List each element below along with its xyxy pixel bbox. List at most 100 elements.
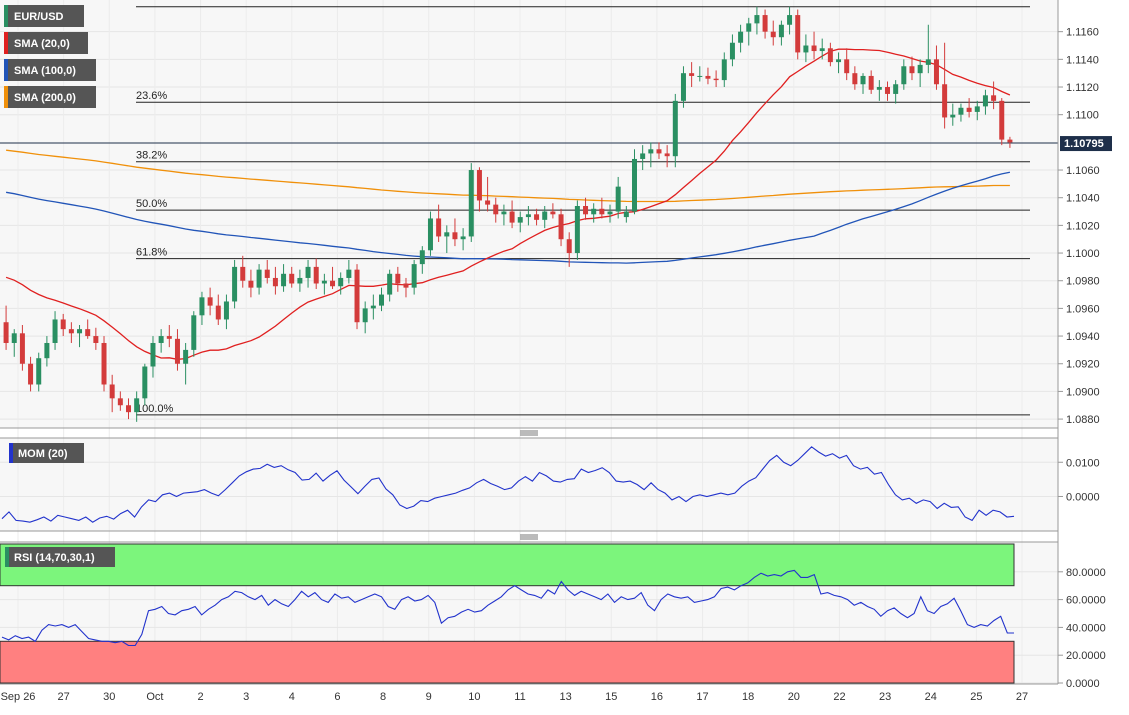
candle-body [591, 208, 597, 215]
candle-body [876, 87, 882, 90]
x-tick-label: 11 [514, 691, 525, 703]
legend-symbol[interactable]: EUR/USD [4, 5, 84, 27]
candle-body [174, 338, 180, 364]
mom-panel-bg [0, 438, 1058, 531]
mom-tick-label: 0.0000 [1066, 491, 1100, 503]
candle-body [338, 277, 344, 287]
candle-body [207, 297, 213, 306]
candle-body [640, 153, 646, 159]
x-tick-label: 20 [788, 691, 800, 703]
candle-body [485, 200, 491, 205]
price-tick-label: 1.0920 [1066, 359, 1100, 371]
x-tick-label: 23 [879, 691, 891, 703]
candle-body [354, 269, 360, 323]
candle-body [868, 75, 874, 90]
candle-body [289, 273, 295, 284]
candle-body [452, 232, 458, 240]
candle-body [256, 269, 262, 288]
candle-body [36, 358, 42, 385]
rsi-indicator [0, 543, 1015, 684]
candle-body [534, 214, 540, 220]
candle-body [85, 329, 91, 337]
candle-body [362, 308, 368, 323]
price-tick-label: 1.1000 [1066, 248, 1100, 260]
candle-body [982, 95, 988, 107]
x-tick-label: 6 [334, 691, 340, 703]
x-tick-label: 17 [696, 691, 708, 703]
candle-body [787, 15, 793, 25]
candle-body [199, 297, 205, 316]
legend-sma-20[interactable]: SMA (20,0) [4, 32, 88, 54]
candles [3, 6, 1013, 422]
candle-body [183, 349, 189, 364]
candle-body [215, 305, 221, 320]
price-tick-label: 1.1160 [1066, 27, 1099, 39]
x-tick-label: 18 [742, 691, 754, 703]
mom-tick-label: 0.0100 [1066, 457, 1100, 469]
candle-body [738, 31, 744, 43]
x-tick-label: 2 [197, 691, 203, 703]
candle-body [746, 23, 752, 32]
axes: 1.1160 1.1140 1.1120 1.1100 1.1060 1.1040 1.10… [1, 27, 1106, 703]
candle-body [509, 211, 515, 223]
candle-body [901, 66, 907, 85]
x-tick-label: 24 [925, 691, 937, 703]
candle-body [893, 84, 899, 94]
sma-20-line [5, 48, 1011, 360]
x-tick-label: 25 [970, 691, 982, 703]
candle-body [999, 100, 1005, 140]
price-tick-label: 1.1100 [1066, 110, 1099, 122]
fib-label: 38.2% [136, 150, 167, 162]
x-tick-label: 30 [103, 691, 115, 703]
price-tick-label: 1.0940 [1066, 331, 1100, 343]
current-price-tag: 1.10795 [1060, 136, 1112, 152]
candle-body [60, 319, 66, 330]
candle-body [656, 149, 662, 154]
candle-body [811, 45, 817, 52]
candle-body [387, 273, 393, 295]
candle-body [958, 107, 964, 115]
candle-body [819, 48, 825, 52]
candle-body [566, 239, 572, 254]
candle-body [615, 186, 621, 212]
candle-body [117, 398, 123, 406]
price-tick-label: 1.0960 [1066, 303, 1100, 315]
candle-body [974, 106, 980, 112]
candle-body [19, 333, 25, 364]
x-tick-label: 10 [468, 691, 480, 703]
candle-body [501, 211, 507, 215]
candle-body [68, 329, 74, 334]
rsi-oversold-zone [0, 640, 1015, 684]
panel-resize-handle-2[interactable] [515, 532, 543, 541]
x-tick-label: 9 [426, 691, 432, 703]
candle-body [827, 48, 833, 63]
rsi-overbought-zone [0, 543, 1015, 587]
candle-body [860, 75, 866, 85]
legend-sma-20-text: SMA (20,0) [14, 38, 70, 50]
candle-body [729, 42, 735, 60]
candle-body [109, 384, 115, 399]
candle-body [836, 59, 842, 63]
x-tick-label: 3 [243, 691, 249, 703]
current-price-text: 1.10795 [1064, 138, 1104, 150]
candle-body [632, 158, 637, 212]
legend-sma-100[interactable]: SMA (100,0) [4, 59, 96, 81]
candle-body [942, 84, 948, 118]
rsi-tick-label: 80.0000 [1066, 567, 1106, 579]
panel-resize-handle-1[interactable] [515, 429, 543, 437]
price-tick-label: 1.1040 [1066, 193, 1100, 205]
legend-mom[interactable]: MOM (20) [9, 443, 84, 463]
candle-body [52, 319, 58, 343]
candle-body [680, 73, 686, 101]
candle-body [705, 75, 711, 79]
candle-body [468, 170, 474, 237]
candle-body [909, 66, 915, 74]
candle-body [844, 59, 850, 74]
legend-rsi[interactable]: RSI (14,70,30,1) [5, 547, 115, 567]
candle-body [599, 208, 605, 215]
legend-sma-200[interactable]: SMA (200,0) [4, 86, 96, 108]
candle-body [517, 217, 523, 223]
candle-body [607, 211, 613, 215]
candle-body [427, 218, 433, 251]
fib-label: 50.0% [136, 198, 167, 210]
